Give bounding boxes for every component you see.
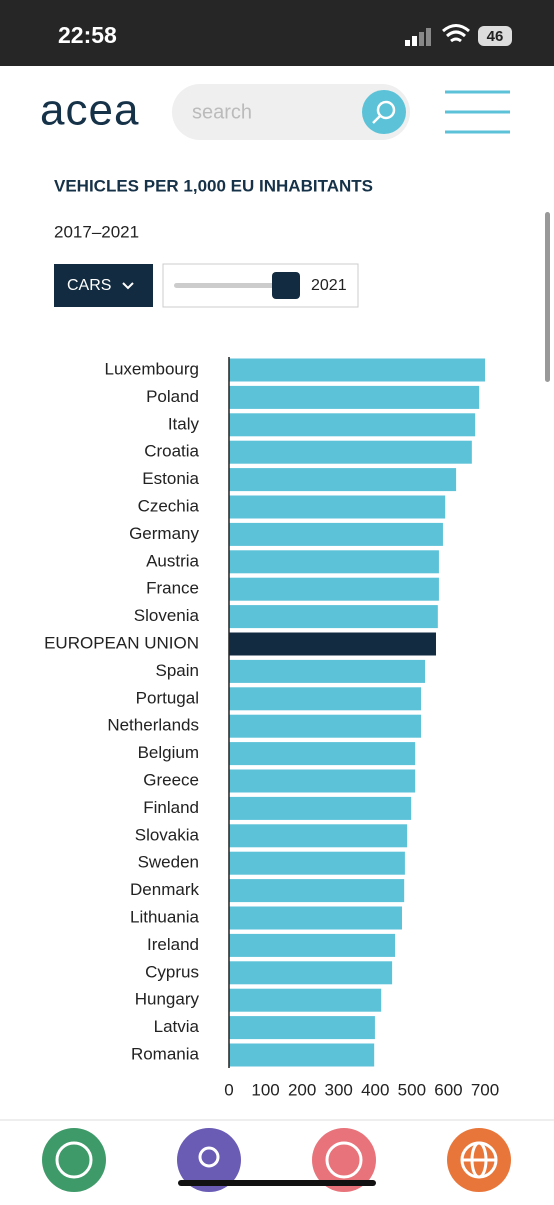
category-label: Austria <box>146 551 199 570</box>
nav-economy[interactable] <box>312 1128 376 1192</box>
bar <box>229 358 485 382</box>
x-tick-label: 700 <box>471 1080 499 1099</box>
category-label: Greece <box>143 770 199 789</box>
category-label: Romania <box>131 1044 200 1063</box>
search-icon <box>376 100 396 120</box>
x-tick-label: 400 <box>361 1080 389 1099</box>
bar <box>229 659 426 683</box>
nav-icons <box>55 1141 498 1179</box>
nav-environment[interactable] <box>42 1128 106 1192</box>
category-label: Belgium <box>138 743 199 762</box>
category-label: Finland <box>143 798 199 817</box>
bar-chart: Luxembourg Poland Italy Croatia Estonia Czech… <box>44 357 499 1099</box>
x-tick-label: 100 <box>251 1080 279 1099</box>
vehicle-dropdown[interactable] <box>54 264 153 307</box>
bar <box>229 933 396 957</box>
category-label: Spain <box>156 661 199 680</box>
x-tick-label: 300 <box>325 1080 353 1099</box>
bar <box>229 632 436 656</box>
signal-icon <box>405 28 431 46</box>
category-label: Germany <box>129 524 199 543</box>
category-label: Luxembourg <box>104 359 199 378</box>
search-placeholder: search <box>192 101 252 123</box>
category-label: Sweden <box>138 853 199 872</box>
category-label: France <box>146 579 199 598</box>
bar <box>229 495 446 519</box>
home-indicator <box>178 1180 376 1186</box>
bar <box>229 413 476 437</box>
slider-track <box>174 283 290 288</box>
bar <box>229 605 438 629</box>
chart-subtitle: 2017–2021 <box>54 222 139 241</box>
bar <box>229 440 472 464</box>
slider-handle[interactable] <box>272 272 300 299</box>
bar <box>229 742 416 766</box>
bar <box>229 468 457 492</box>
x-tick-label: 0 <box>224 1080 233 1099</box>
time: 22:58 <box>58 22 117 48</box>
category-label: EUROPEAN UNION <box>44 633 199 652</box>
search-icon-handle <box>372 115 381 124</box>
bar <box>229 522 443 546</box>
category-label: Italy <box>168 414 200 433</box>
category-label: Cyprus <box>145 962 199 981</box>
x-tick-label: 200 <box>288 1080 316 1099</box>
logo[interactable]: acea <box>40 86 139 135</box>
category-label: Slovenia <box>134 606 200 625</box>
category-label: Portugal <box>136 688 199 707</box>
search-button[interactable] <box>362 90 406 134</box>
category-label: Croatia <box>144 442 199 461</box>
category-label: Czechia <box>138 496 200 515</box>
category-label: Hungary <box>135 990 200 1009</box>
category-label: Lithuania <box>130 907 200 926</box>
wifi-icon <box>442 24 470 43</box>
bar <box>229 879 405 903</box>
x-tick-label: 500 <box>398 1080 426 1099</box>
bar <box>229 687 421 711</box>
bar <box>229 851 405 875</box>
bar <box>229 961 393 985</box>
slider-label: 2021 <box>311 277 347 294</box>
bar <box>229 1043 375 1067</box>
battery-level: 46 <box>487 28 504 45</box>
chart-title: VEHICLES PER 1,000 EU INHABITANTS <box>54 176 373 195</box>
nav-innovation[interactable] <box>177 1128 241 1192</box>
bar <box>229 906 402 930</box>
bar <box>229 1016 375 1040</box>
bar <box>229 550 439 574</box>
category-label: Latvia <box>154 1017 200 1036</box>
category-label: Poland <box>146 387 199 406</box>
bar <box>229 714 421 738</box>
menu-button[interactable] <box>445 90 510 134</box>
category-label: Netherlands <box>107 716 199 735</box>
bar <box>229 824 408 848</box>
x-tick-label: 600 <box>434 1080 462 1099</box>
bar <box>229 577 439 601</box>
search-box[interactable] <box>172 84 410 140</box>
bar <box>229 769 416 793</box>
bar <box>229 988 382 1012</box>
battery-icon <box>478 26 512 46</box>
scrollbar <box>545 212 550 382</box>
dropdown-arrow <box>122 282 134 290</box>
bar <box>229 796 412 820</box>
category-label: Slovakia <box>135 825 200 844</box>
category-label: Ireland <box>147 935 199 954</box>
category-label: Denmark <box>130 880 199 899</box>
bar <box>229 385 480 409</box>
dropdown-label: CARS <box>67 277 111 294</box>
category-label: Estonia <box>142 469 199 488</box>
